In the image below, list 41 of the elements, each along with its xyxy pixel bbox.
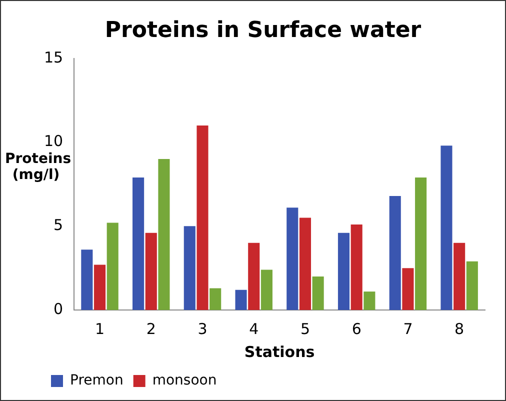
bar (389, 196, 401, 310)
bar (248, 242, 260, 310)
x-tick-label: 2 (146, 320, 156, 338)
bar (260, 270, 272, 310)
y-tick-label: 0 (54, 300, 64, 318)
bar (235, 290, 247, 310)
bar (196, 125, 208, 310)
y-tick-label: 5 (54, 216, 64, 234)
bar (299, 218, 312, 310)
bar (94, 264, 106, 310)
bar (286, 208, 298, 310)
bar (145, 232, 157, 310)
legend-label: monsoon (152, 372, 217, 389)
bar (364, 292, 376, 310)
bar (402, 268, 414, 310)
y-axis-title: Proteins (mg/l) (5, 151, 72, 183)
x-tick-label: 7 (403, 320, 413, 338)
y-tick-label: 10 (44, 132, 64, 150)
bar (210, 288, 222, 310)
bar (106, 222, 118, 310)
bar (158, 159, 170, 310)
legend-label: Premon (70, 372, 124, 389)
x-tick-label: 4 (249, 320, 259, 338)
bar (132, 177, 144, 310)
x-tick-label: 6 (352, 320, 362, 338)
bar (440, 146, 452, 310)
bar (466, 261, 478, 310)
x-tick-label: 3 (198, 320, 208, 338)
bar (350, 224, 362, 310)
x-tick-label: 8 (454, 320, 464, 338)
bar (415, 177, 427, 310)
bar (454, 242, 466, 310)
x-tick-label: 5 (300, 320, 310, 338)
bar (81, 250, 93, 310)
x-axis-title: Stations (244, 342, 315, 361)
bar (338, 232, 350, 310)
bar (312, 276, 324, 310)
y-tick-label: 15 (44, 48, 64, 66)
chart-title: Proteins in Surface water (104, 18, 422, 43)
x-tick-label: 1 (94, 320, 105, 338)
bar (184, 226, 196, 310)
